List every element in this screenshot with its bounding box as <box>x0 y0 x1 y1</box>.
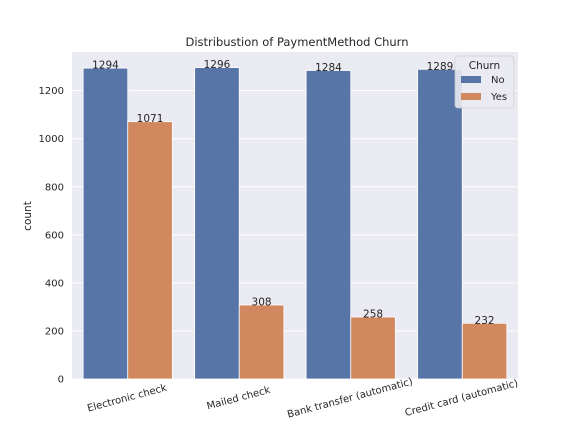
x-tick-label: Credit card (automatic) <box>404 378 520 419</box>
legend: Churn No Yes <box>454 55 515 109</box>
data-label: 308 <box>252 296 272 308</box>
legend-title: Churn <box>469 60 500 72</box>
data-label: 1289 <box>427 61 454 73</box>
bar <box>461 322 508 380</box>
bar <box>350 316 396 380</box>
bars <box>82 67 508 380</box>
y-axis-ticks: 0 200 400 600 800 1000 1200 <box>39 86 64 385</box>
data-label: 1296 <box>204 59 231 71</box>
bar <box>127 121 173 380</box>
y-tick-label: 0 <box>58 375 64 386</box>
x-tick-label: Bank transfer (automatic) <box>286 377 414 421</box>
y-axis-label: count <box>22 201 34 231</box>
data-labels: 1294 1296 1284 1289 1071 308 258 232 <box>92 59 494 327</box>
x-tick-label: Mailed check <box>206 385 272 413</box>
bar <box>417 68 463 380</box>
data-label: 232 <box>475 315 495 327</box>
y-tick-label: 800 <box>45 182 64 193</box>
legend-label: Yes <box>490 92 507 103</box>
bar <box>305 70 352 380</box>
bar <box>238 304 285 380</box>
chart-title: Distribustion of PaymentMethod Churn <box>185 35 408 49</box>
y-tick-label: 400 <box>45 278 64 289</box>
x-axis-ticks: Electronic check Mailed check Bank transfe… <box>86 377 519 421</box>
legend-label: No <box>491 75 505 86</box>
bar <box>194 67 240 380</box>
y-tick-label: 600 <box>45 230 64 241</box>
bar <box>82 67 129 380</box>
x-tick-label: Electronic check <box>86 383 168 415</box>
y-tick-label: 200 <box>45 326 64 337</box>
y-tick-label: 1200 <box>39 86 64 97</box>
legend-swatch <box>461 76 481 83</box>
legend-swatch <box>461 93 481 100</box>
data-label: 1071 <box>137 113 164 125</box>
data-label: 1294 <box>92 60 119 72</box>
y-tick-label: 1000 <box>39 134 64 145</box>
data-label: 258 <box>363 309 383 321</box>
data-label: 1284 <box>315 62 342 74</box>
